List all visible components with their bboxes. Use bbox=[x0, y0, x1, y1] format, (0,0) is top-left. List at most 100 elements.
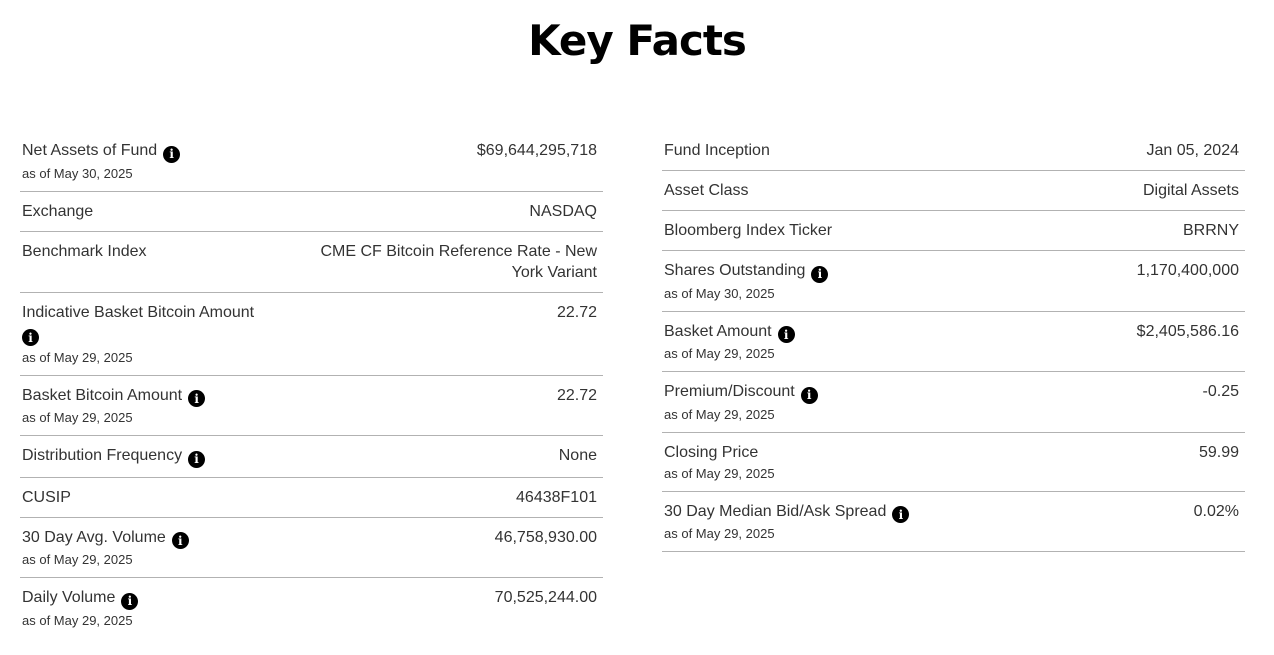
fact-label-cell: Fund Inceptioni i bbox=[662, 140, 1146, 161]
info-icon[interactable]: i bbox=[892, 506, 910, 523]
fact-label: 30 Day Median Bid/Ask Spread bbox=[664, 502, 887, 520]
fact-label-line: Basket Amount i bbox=[664, 321, 1137, 343]
info-icon-glyph: i bbox=[898, 507, 904, 522]
fact-as-of-date: as of May 30, 2025 bbox=[664, 285, 775, 301]
key-facts-right-column: Fund Inceptioni i Jan 05, 2024 Asset Cla… bbox=[662, 131, 1245, 552]
key-facts-left-column: Net Assets of Fund i i as of May 30, 2025… bbox=[20, 131, 603, 638]
fact-value: $69,644,295,718 bbox=[476, 142, 597, 159]
fact-label: Bloomberg Index Ticker bbox=[664, 222, 833, 239]
fact-label-cell: Basket Amount i i as of May 29, 2025 bbox=[662, 321, 1137, 363]
info-icon-glyph: i bbox=[817, 267, 823, 281]
fact-row: Bloomberg Index Tickeri i BRRNY bbox=[662, 211, 1245, 251]
info-icon-glyph: i bbox=[169, 147, 174, 161]
fact-label-cell: 30 Day Median Bid/Ask Spread i i as of Ma… bbox=[662, 501, 1194, 543]
fact-value: 1,170,400,000 bbox=[1136, 262, 1239, 279]
fact-row: CUSIPi i 46438F101 bbox=[20, 478, 603, 518]
info-icon-glyph: i bbox=[806, 388, 812, 402]
fact-value: Jan 05, 2024 bbox=[1146, 142, 1239, 159]
fact-label-cell: Daily Volume i i as of May 29, 2025 bbox=[20, 587, 495, 629]
fact-row: Basket Amount i i as of May 29, 2025 $2,4… bbox=[662, 312, 1245, 372]
info-icon-glyph: i bbox=[194, 391, 199, 406]
info-icon[interactable]: i bbox=[163, 145, 181, 163]
fact-row: Net Assets of Fund i i as of May 30, 2025… bbox=[20, 131, 603, 192]
fact-row: Daily Volume i i as of May 29, 2025 70,52… bbox=[20, 578, 603, 638]
fact-label: Asset Class bbox=[664, 182, 749, 199]
fact-label: Distribution Frequency bbox=[22, 447, 183, 464]
fact-label: Indicative Basket Bitcoin Amount bbox=[22, 303, 255, 321]
fact-label-line: Fund Inceptioni bbox=[664, 140, 1146, 161]
fact-row: Premium/Discount i i as of May 29, 2025 -… bbox=[662, 372, 1245, 433]
fact-label: CUSIP bbox=[22, 488, 71, 506]
fact-row: Fund Inceptioni i Jan 05, 2024 bbox=[662, 131, 1245, 171]
fact-label-line: Benchmark Indexi bbox=[22, 241, 313, 262]
fact-value: 46,758,930.00 bbox=[494, 528, 597, 546]
fact-value: 0.02% bbox=[1193, 502, 1239, 520]
info-icon[interactable]: i bbox=[188, 450, 206, 468]
fact-label-cell: Basket Bitcoin Amount i i as of May 29, 2… bbox=[20, 385, 557, 427]
fact-as-of-date: as of May 29, 2025 bbox=[664, 526, 775, 541]
fact-value: -0.25 bbox=[1202, 383, 1239, 400]
fact-label-cell: Premium/Discount i i as of May 29, 2025 bbox=[662, 381, 1203, 423]
key-facts-section: Net Assets of Fund i i as of May 30, 2025… bbox=[20, 131, 1245, 638]
fact-value: CME CF Bitcoin Reference Rate - New York… bbox=[320, 242, 597, 281]
fact-value: NASDAQ bbox=[529, 202, 597, 220]
fact-row: Benchmark Indexi i CME CF Bitcoin Refere… bbox=[20, 232, 603, 293]
fact-label: Fund Inception bbox=[664, 142, 770, 159]
fact-value: 22.72 bbox=[556, 386, 597, 404]
fact-label-line: Net Assets of Fund i bbox=[22, 140, 477, 163]
fact-label-line: CUSIPi bbox=[22, 487, 516, 508]
fact-row: Basket Bitcoin Amount i i as of May 29, 2… bbox=[20, 376, 603, 436]
fact-label: Exchange bbox=[22, 202, 94, 220]
info-icon-glyph: i bbox=[28, 330, 33, 345]
fact-as-of-date: as of May 29, 2025 bbox=[22, 410, 133, 425]
fact-label-cell: Distribution Frequency i i bbox=[20, 445, 559, 468]
fact-label-line: Bloomberg Index Tickeri bbox=[664, 220, 1183, 241]
fact-label-line: 30 Day Median Bid/Ask Spread i bbox=[664, 501, 1194, 523]
fact-value: None bbox=[558, 447, 597, 464]
fact-row: 30 Day Median Bid/Ask Spread i i as of Ma… bbox=[662, 492, 1245, 552]
info-icon-glyph: i bbox=[194, 452, 199, 466]
fact-as-of-date: as of May 30, 2025 bbox=[22, 165, 133, 181]
fact-row: Closing Pricei i as of May 29, 2025 59.9… bbox=[662, 433, 1245, 492]
fact-as-of-date: as of May 29, 2025 bbox=[22, 349, 133, 365]
fact-label: Basket Amount bbox=[664, 322, 772, 340]
fact-label: Daily Volume bbox=[22, 589, 116, 606]
fact-label: Net Assets of Fund bbox=[22, 142, 158, 159]
fact-as-of-date: as of May 29, 2025 bbox=[664, 465, 775, 481]
info-icon[interactable]: i bbox=[777, 326, 795, 343]
fact-as-of-date: as of May 29, 2025 bbox=[22, 552, 133, 567]
info-icon[interactable]: i bbox=[121, 592, 139, 610]
fact-row: Exchangei i NASDAQ bbox=[20, 192, 603, 232]
fact-label: Basket Bitcoin Amount bbox=[22, 386, 183, 404]
fact-label-line: Exchangei bbox=[22, 201, 529, 222]
fact-label-cell: CUSIPi i bbox=[20, 487, 516, 508]
info-icon[interactable]: i bbox=[188, 390, 206, 407]
fact-row: Asset Classi i Digital Assets bbox=[662, 171, 1245, 211]
info-icon[interactable]: i bbox=[800, 386, 818, 404]
fact-value: BRRNY bbox=[1182, 222, 1239, 239]
fact-row: Distribution Frequency i i None bbox=[20, 436, 603, 478]
fact-row: 30 Day Avg. Volume i i as of May 29, 2025… bbox=[20, 518, 603, 578]
page-title: Key Facts bbox=[528, 16, 747, 65]
info-icon[interactable]: i bbox=[171, 532, 189, 549]
info-icon[interactable]: i bbox=[22, 329, 39, 346]
fact-value: 59.99 bbox=[1198, 443, 1239, 461]
fact-label: Premium/Discount bbox=[664, 383, 795, 400]
fact-value: Digital Assets bbox=[1142, 182, 1239, 199]
fact-label-cell: 30 Day Avg. Volume i i as of May 29, 2025 bbox=[20, 527, 495, 569]
fact-row: Shares Outstanding i i as of May 30, 2025… bbox=[662, 251, 1245, 312]
fact-as-of-date: as of May 29, 2025 bbox=[664, 406, 775, 422]
fact-label-line: Premium/Discount i bbox=[664, 381, 1203, 404]
fact-label-line: Shares Outstanding i bbox=[664, 260, 1137, 283]
fact-value: 70,525,244.00 bbox=[494, 589, 597, 606]
info-icon[interactable]: i bbox=[811, 265, 829, 283]
fact-label-line: Asset Classi bbox=[664, 180, 1143, 201]
fact-icon-line: i bbox=[22, 323, 557, 347]
info-icon-glyph: i bbox=[783, 327, 789, 342]
fact-label-line: Basket Bitcoin Amount i bbox=[22, 385, 557, 407]
fact-label-line: 30 Day Avg. Volume i bbox=[22, 527, 495, 549]
fact-label-cell: Closing Pricei i as of May 29, 2025 bbox=[662, 442, 1199, 482]
info-icon-glyph: i bbox=[178, 533, 183, 548]
fact-label-cell: Benchmark Indexi i bbox=[20, 241, 313, 262]
